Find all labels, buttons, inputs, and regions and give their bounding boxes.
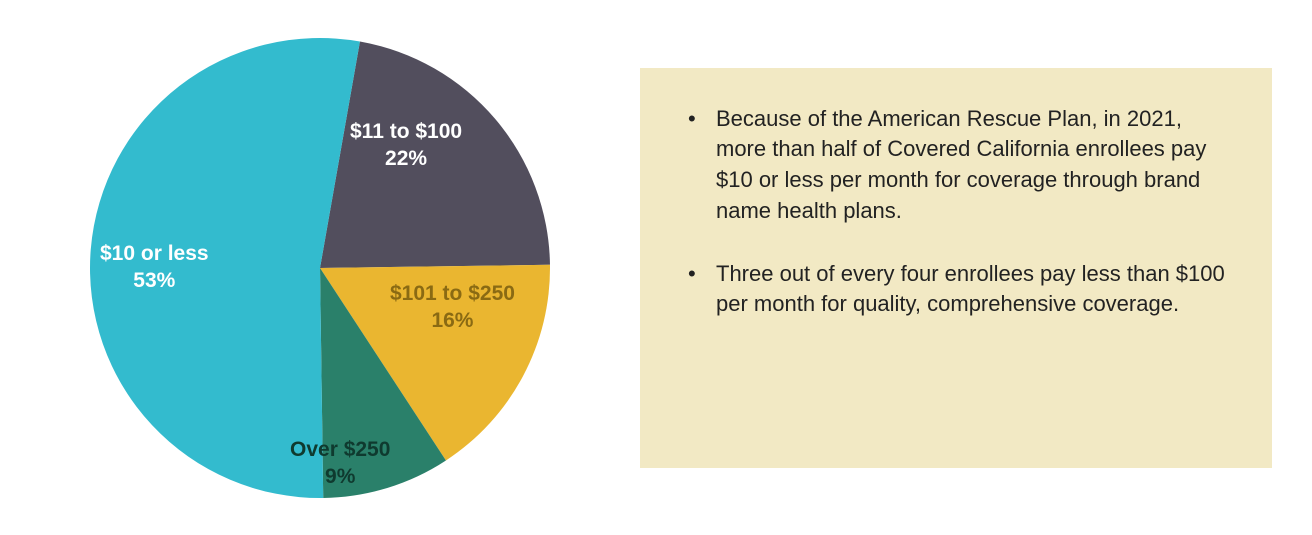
pie-chart: $11 to $10022% $101 to $25016% Over $2509%… <box>40 18 600 518</box>
pie-slice-label: Over $2509% <box>290 436 390 491</box>
info-box: Because of the American Rescue Plan, in … <box>640 68 1272 468</box>
info-bullet: Three out of every four enrollees pay le… <box>688 259 1232 321</box>
info-bullet: Because of the American Rescue Plan, in … <box>688 104 1232 227</box>
info-bullet-list: Because of the American Rescue Plan, in … <box>688 104 1232 321</box>
pie-slice-label: $101 to $25016% <box>390 280 515 335</box>
pie-slice-label: $10 or less53% <box>100 240 209 295</box>
main-container: $11 to $10022% $101 to $25016% Over $2509%… <box>0 0 1312 535</box>
pie-slice-label: $11 to $10022% <box>350 118 462 173</box>
